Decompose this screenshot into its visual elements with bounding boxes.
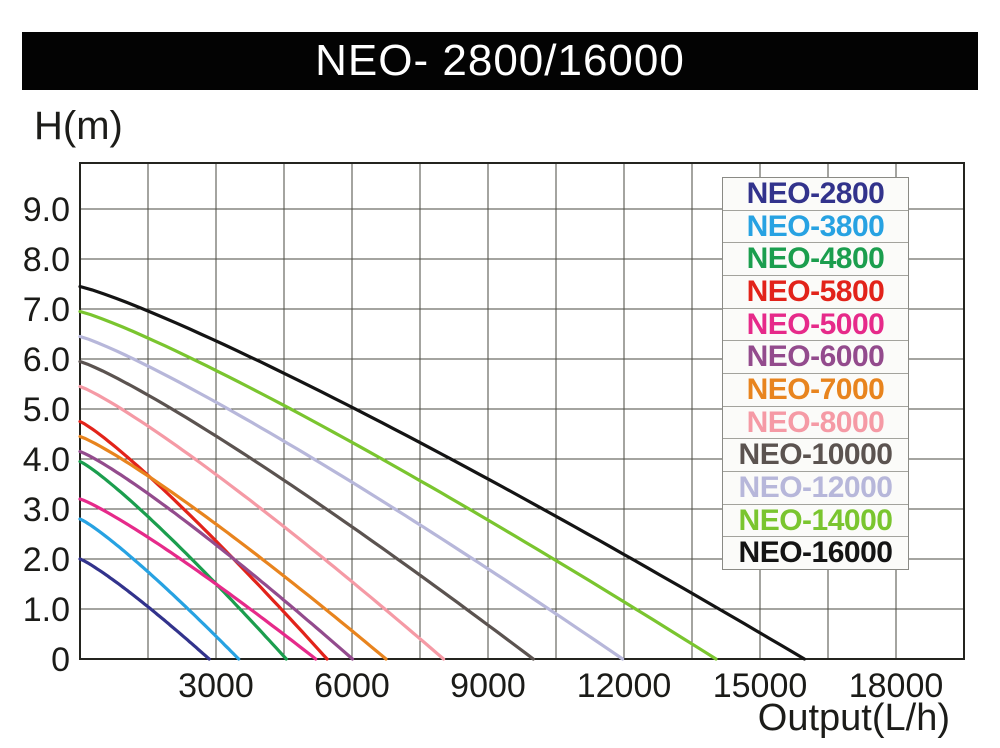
chart-title: NEO- 2800/16000	[315, 36, 685, 85]
legend-item-neo-12000: NEO-12000	[723, 472, 908, 505]
y-tick-label: 5.0	[23, 391, 70, 429]
curve-neo-7000	[78, 434, 388, 661]
x-tick-label: 9000	[450, 667, 526, 705]
curve-neo-12000	[78, 334, 625, 661]
plot-border	[79, 162, 965, 660]
curve-neo-5000	[78, 497, 318, 661]
legend-item-neo-8000: NEO-8000	[723, 406, 908, 440]
y-tick-label: 6.0	[23, 341, 70, 379]
x-tick-label: 15000	[713, 667, 808, 705]
curve-neo-2800	[78, 557, 211, 661]
y-tick-label: 2.0	[23, 541, 70, 579]
y-tick-label: 8.0	[23, 241, 70, 279]
curve-neo-16000	[78, 284, 806, 661]
title-bar: NEO- 2800/16000	[22, 32, 978, 90]
legend-item-neo-4800: NEO-4800	[723, 243, 908, 277]
x-tick-label: 12000	[577, 667, 672, 705]
curve-neo-10000	[78, 359, 535, 661]
y-tick-label: 3.0	[23, 491, 70, 529]
legend-item-neo-7000: NEO-7000	[723, 374, 908, 407]
legend-item-neo-5800: NEO-5800	[723, 276, 908, 309]
legend-item-neo-14000: NEO-14000	[723, 504, 908, 538]
legend-item-neo-16000: NEO-16000	[723, 537, 908, 570]
tick-labels: 3000 6000 9000 12000 15000 18000 9.0 8.0 7.0 6.0 5…	[23, 191, 944, 705]
curve-neo-4800	[78, 459, 288, 661]
curve-neo-8000	[78, 384, 446, 661]
legend-item-neo-6000: NEO-6000	[723, 341, 908, 375]
legend-item-neo-2800: NEO-2800	[723, 178, 908, 211]
y-tick-label: 1.0	[23, 591, 70, 629]
curve-neo-3800	[78, 517, 241, 661]
legend: NEO-2800 NEO-3800 NEO-4800 NEO-5800 NEO-5000…	[722, 177, 909, 570]
y-tick-label: 7.0	[23, 291, 70, 329]
legend-item-neo-10000: NEO-10000	[723, 439, 908, 473]
legend-item-neo-5000: NEO-5000	[723, 308, 908, 342]
x-axis-title: Output(L/h)	[757, 697, 950, 739]
curve-neo-5800	[78, 419, 329, 661]
x-tick-label: 3000	[178, 667, 254, 705]
y-tick-label: 9.0	[23, 191, 70, 229]
y-tick-label: 0	[51, 641, 70, 679]
legend-item-neo-3800: NEO-3800	[723, 210, 908, 244]
curves	[78, 284, 806, 661]
y-axis-title: H(m)	[34, 104, 123, 148]
y-tick-label: 4.0	[23, 441, 70, 479]
curve-neo-14000	[78, 309, 718, 661]
x-tick-label: 6000	[314, 667, 390, 705]
curve-neo-6000	[78, 449, 355, 661]
x-tick-label: 18000	[849, 667, 944, 705]
